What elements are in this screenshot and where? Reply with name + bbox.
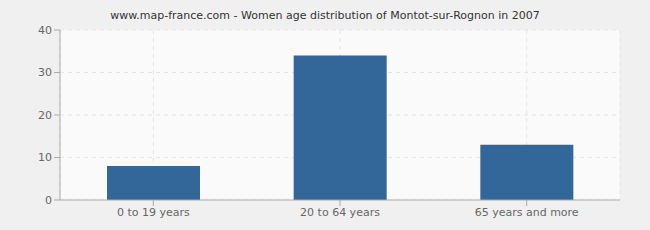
svg-text:65 years and more: 65 years and more xyxy=(475,206,579,219)
svg-text:0: 0 xyxy=(45,194,52,207)
svg-text:40: 40 xyxy=(38,24,52,37)
svg-text:10: 10 xyxy=(38,151,52,164)
svg-text:20 to 64 years: 20 to 64 years xyxy=(300,206,380,219)
html-text:www.map-france.com - Women age: www.map-france.com - Women age distribut… xyxy=(110,9,540,22)
svg-text:30: 30 xyxy=(38,66,52,79)
svg-text:20: 20 xyxy=(38,109,52,122)
svg-text:0 to 19 years: 0 to 19 years xyxy=(117,206,190,219)
